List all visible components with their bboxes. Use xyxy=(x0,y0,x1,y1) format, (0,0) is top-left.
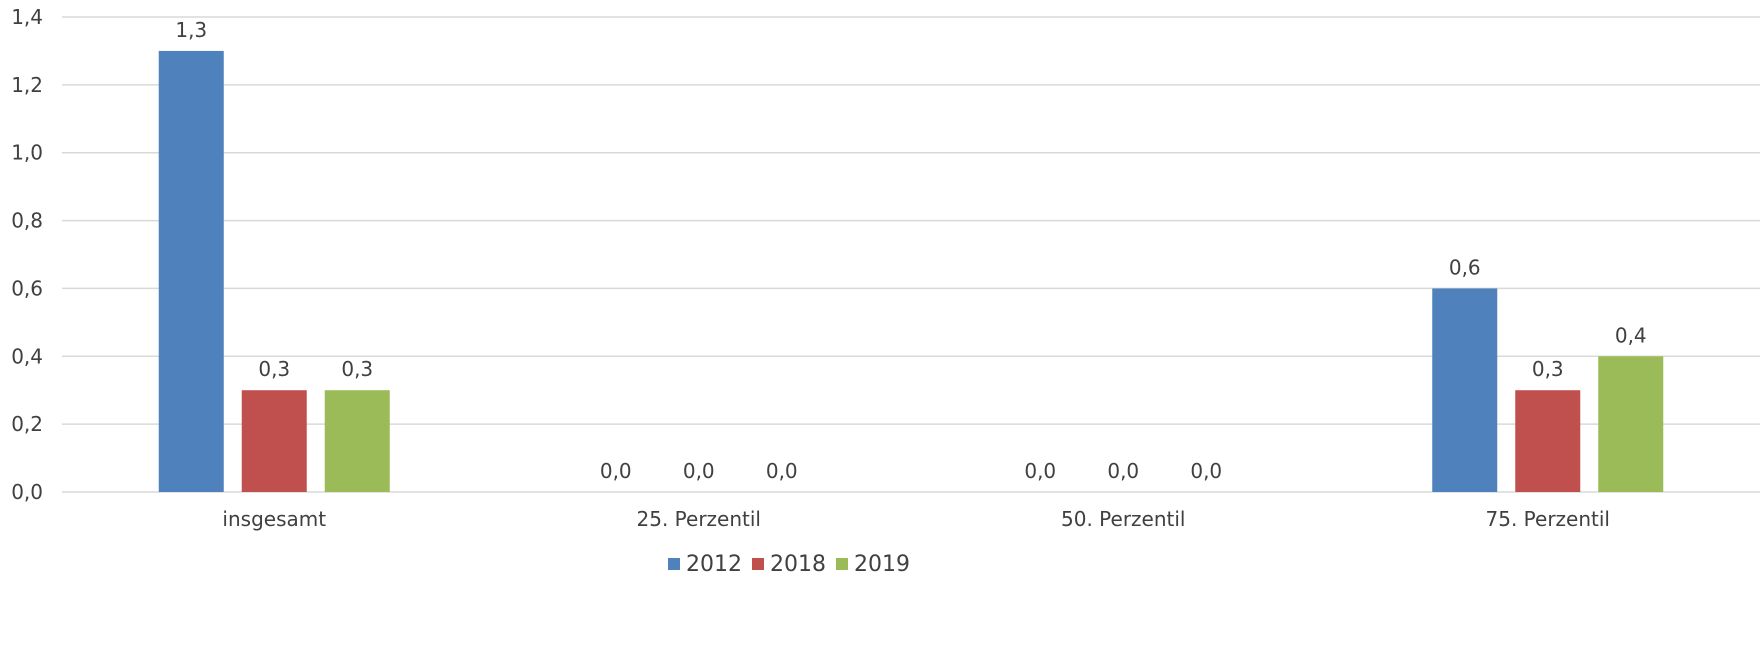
legend-label: 2019 xyxy=(854,552,910,577)
legend-swatch-2018 xyxy=(752,558,764,570)
data-label: 0,3 xyxy=(258,357,290,381)
y-tick-label: 0,4 xyxy=(11,344,43,368)
y-tick-label: 1,0 xyxy=(11,141,43,165)
data-label: 1,3 xyxy=(175,18,207,42)
bar-2019-0 xyxy=(324,390,390,492)
data-label: 0,6 xyxy=(1449,255,1481,279)
data-label: 0,3 xyxy=(341,357,373,381)
y-tick-label: 0,6 xyxy=(11,276,43,300)
x-category-label: 75. Perzentil xyxy=(1486,507,1610,531)
bar-2018-0 xyxy=(241,390,307,492)
data-label: 0,0 xyxy=(600,459,632,483)
bar-2012-0 xyxy=(158,50,224,493)
y-tick-label: 0,0 xyxy=(11,480,43,504)
data-label: 0,0 xyxy=(1190,459,1222,483)
data-label: 0,0 xyxy=(683,459,715,483)
data-label: 0,3 xyxy=(1532,357,1564,381)
y-tick-label: 0,8 xyxy=(11,209,43,233)
x-category-label: insgesamt xyxy=(222,507,326,531)
bar-2012-3 xyxy=(1432,288,1498,492)
x-category-label: 50. Perzentil xyxy=(1061,507,1185,531)
y-tick-label: 1,4 xyxy=(11,5,43,29)
legend-label: 2018 xyxy=(770,552,826,577)
data-label: 0,0 xyxy=(766,459,798,483)
data-label: 0,0 xyxy=(1024,459,1056,483)
data-label: 0,4 xyxy=(1615,323,1647,347)
legend-label: 2012 xyxy=(686,552,742,577)
legend-swatch-2012 xyxy=(668,558,680,570)
bar-2018-3 xyxy=(1515,390,1581,492)
data-label: 0,0 xyxy=(1107,459,1139,483)
x-category-label: 25. Perzentil xyxy=(637,507,761,531)
y-tick-label: 1,2 xyxy=(11,73,43,97)
legend-swatch-2019 xyxy=(836,558,848,570)
y-tick-label: 0,2 xyxy=(11,412,43,436)
bar-2019-3 xyxy=(1598,356,1664,492)
